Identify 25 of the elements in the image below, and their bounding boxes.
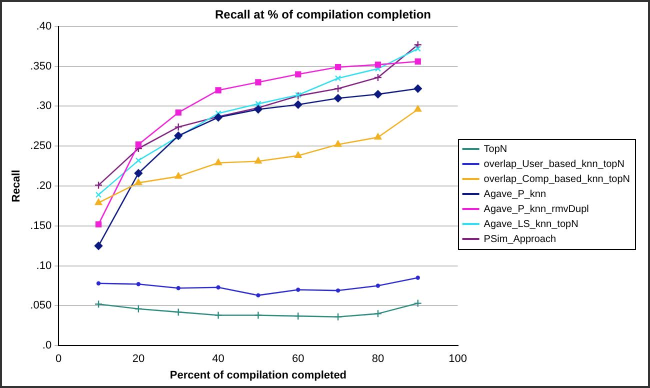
x-tick-label: 20: [132, 353, 145, 366]
y-tick-label: .40: [36, 20, 52, 32]
y-tick-label: .050: [30, 300, 52, 312]
legend-label: Agave_P_knn: [484, 188, 546, 200]
legend-label: TopN: [484, 144, 508, 155]
y-tick-label: .10: [36, 260, 52, 272]
legend-label: Agave_P_knn_rmvDupl: [484, 204, 589, 215]
y-tick-label: .350: [30, 60, 52, 72]
x-tick-label: 100: [448, 353, 467, 366]
x-tick-label: 0: [56, 353, 62, 366]
y-tick-label: .250: [30, 140, 52, 152]
chart-title: Recall at % of compilation completion: [214, 8, 432, 22]
x-axis-title: Percent of compilation completed: [170, 369, 347, 382]
y-tick-label: .20: [36, 180, 52, 192]
x-tick-label: 60: [292, 353, 304, 366]
y-axis-title: Recall: [10, 170, 23, 202]
x-tick-label: 40: [212, 353, 224, 366]
y-tick-label: .150: [30, 220, 52, 232]
legend-label: Agave_LS_knn_topN: [484, 218, 578, 230]
legend-label: overlap_Comp_based_knn_topN: [484, 174, 630, 185]
legend-label: overlap_User_based_knn_topN: [484, 158, 624, 170]
y-tick-label: .30: [36, 100, 52, 112]
legend-label: PSim_Approach: [484, 234, 556, 245]
x-tick-label: 80: [372, 353, 384, 366]
y-tick-label: .0: [42, 340, 52, 352]
